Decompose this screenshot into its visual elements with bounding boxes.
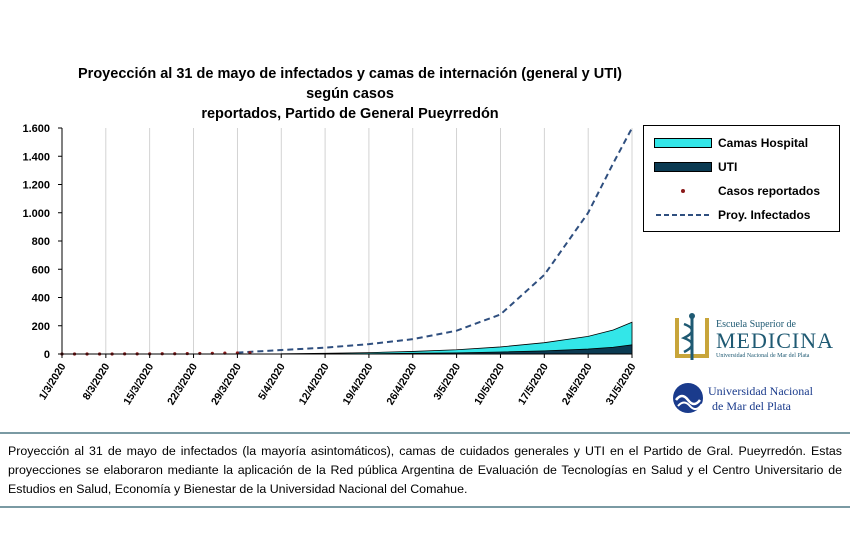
y-tick-label: 600 bbox=[32, 264, 50, 276]
medicina-logo-line-2: MEDICINA bbox=[716, 328, 834, 353]
chart-title-line-2: reportados, Partido de General Pueyrredó… bbox=[201, 106, 499, 122]
legend-marker-casos bbox=[681, 189, 685, 193]
chart-title-line-1: Proyección al 31 de mayo de infectados y… bbox=[78, 66, 622, 102]
line-series bbox=[237, 127, 633, 354]
axes bbox=[58, 127, 633, 358]
x-tick-label: 10/5/2020 bbox=[472, 361, 507, 407]
legend-item-uti: UTI bbox=[644, 158, 839, 176]
grid-lines bbox=[105, 128, 633, 354]
x-tick-label: 17/5/2020 bbox=[516, 361, 551, 407]
x-tick-label: 15/3/2020 bbox=[121, 361, 156, 407]
x-tick-label: 19/4/2020 bbox=[341, 361, 376, 407]
x-tick-label: 24/5/2020 bbox=[560, 361, 595, 407]
legend-label-camas: Camas Hospital bbox=[718, 136, 809, 150]
legend-item-casos: Casos reportados bbox=[644, 182, 839, 200]
x-tick-label: 3/5/2020 bbox=[431, 361, 463, 402]
legend-swatch-uti bbox=[654, 162, 712, 172]
x-tick-label: 31/5/2020 bbox=[604, 361, 639, 407]
unmdp-logo: Universidad Nacional de Mar del Plata bbox=[673, 383, 814, 413]
caption-box: Proyección al 31 de mayo de infectados (… bbox=[0, 432, 850, 508]
x-tick-labels: 1/3/2020 8/3/2020 15/3/2020 22/3/2020 29/3/2… bbox=[37, 361, 639, 407]
scatter-series bbox=[60, 351, 252, 356]
legend-label-uti: UTI bbox=[718, 160, 738, 174]
legend-line-proy bbox=[656, 214, 710, 216]
legend-label-casos: Casos reportados bbox=[718, 184, 821, 198]
caption-text: Proyección al 31 de mayo de infectados (… bbox=[8, 444, 842, 496]
point-casos-reportados bbox=[198, 351, 202, 356]
x-tick-label: 22/3/2020 bbox=[165, 361, 200, 407]
y-tick-label: 400 bbox=[32, 293, 50, 305]
y-tick-label: 0 bbox=[44, 349, 50, 361]
y-tick-label: 1.400 bbox=[22, 151, 50, 163]
y-tick-label: 200 bbox=[32, 321, 50, 333]
y-tick-label: 1.000 bbox=[22, 208, 50, 220]
y-tick-label: 1.600 bbox=[22, 123, 50, 135]
chart-plot: 0 200 400 600 800 1.000 1.200 1.400 1.600 1/3/20… bbox=[22, 123, 639, 407]
x-tick-label: 29/3/2020 bbox=[209, 361, 244, 407]
medicina-logo-line-3: Universidad Nacional de Mar del Plata bbox=[716, 353, 810, 359]
x-tick-label: 5/4/2020 bbox=[256, 361, 288, 402]
y-tick-labels: 0 200 400 600 800 1.000 1.200 1.400 1.600 bbox=[22, 123, 50, 361]
area-camas-hospital bbox=[280, 321, 633, 355]
wave-emblem-icon bbox=[673, 383, 703, 413]
y-tick-label: 1.200 bbox=[22, 180, 50, 192]
x-tick-label: 8/3/2020 bbox=[81, 361, 113, 402]
line-proy-infectados bbox=[237, 127, 633, 354]
legend-swatch-camas bbox=[654, 138, 712, 148]
x-tick-label: 1/3/2020 bbox=[37, 361, 69, 402]
medicina-logo-line-1: Escuela Superior de bbox=[716, 319, 797, 330]
caduceus-icon bbox=[675, 313, 709, 360]
chart-title: Proyección al 31 de mayo de infectados y… bbox=[70, 64, 630, 124]
medicina-logo: Escuela Superior de MEDICINA Universidad… bbox=[675, 313, 834, 360]
legend-item-camas: Camas Hospital bbox=[644, 134, 839, 152]
chart-legend: Camas Hospital UTI Casos reportados Proy… bbox=[643, 125, 840, 232]
unmdp-logo-line-1: Universidad Nacional bbox=[708, 384, 814, 398]
x-tick-label: 26/4/2020 bbox=[384, 361, 419, 407]
legend-label-proy: Proy. Infectados bbox=[718, 208, 811, 222]
x-tick-label: 12/4/2020 bbox=[297, 361, 332, 407]
unmdp-logo-line-2: de Mar del Plata bbox=[712, 399, 792, 413]
legend-item-proy: Proy. Infectados bbox=[644, 206, 839, 224]
y-tick-label: 800 bbox=[32, 236, 50, 248]
